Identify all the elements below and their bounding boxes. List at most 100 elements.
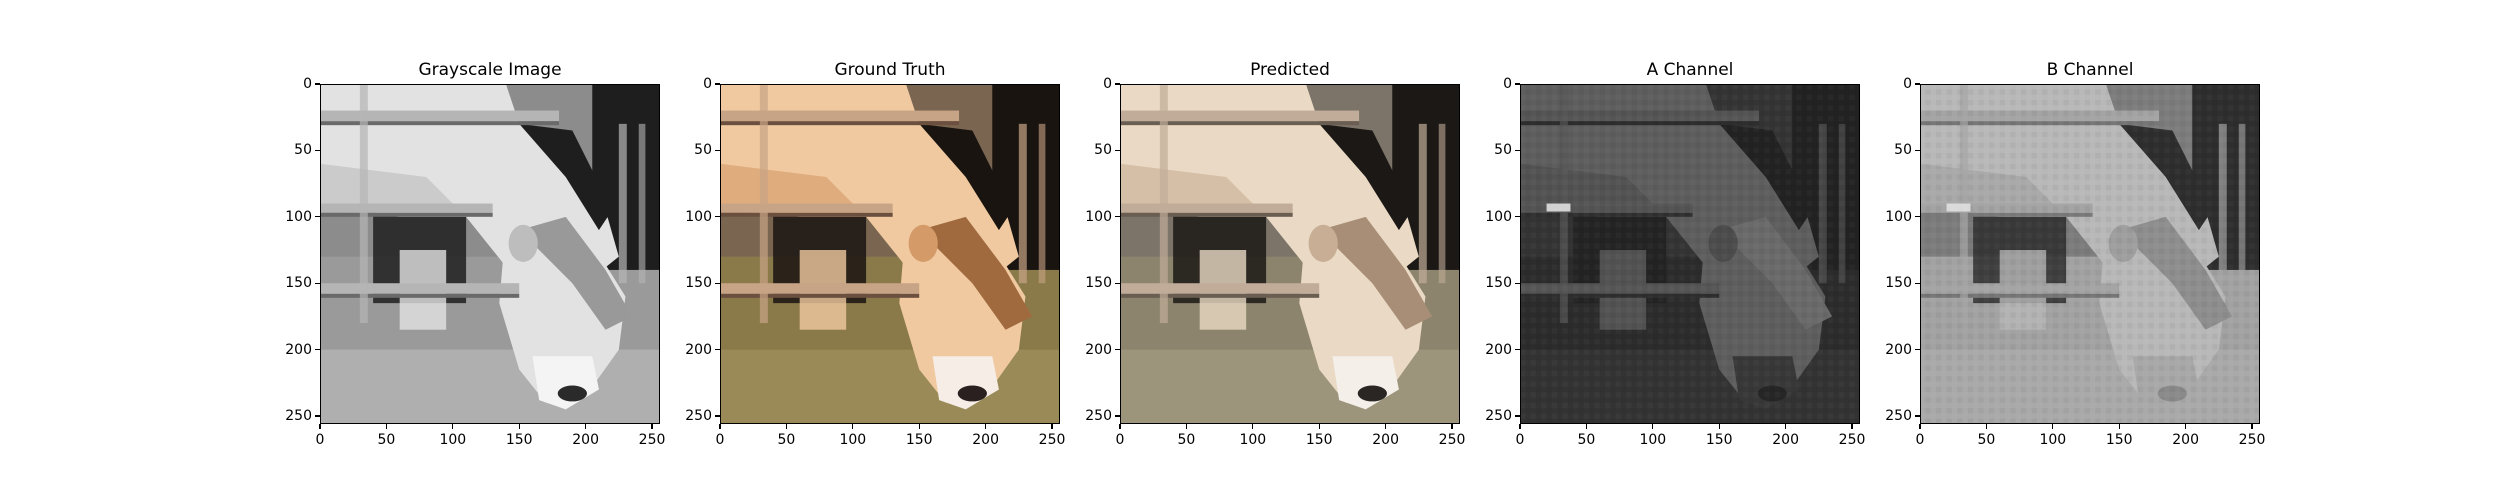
image-axes: 0 50 100 150 200 250 0 50 100 150 200 250 bbox=[685, 76, 1065, 448]
y-tick bbox=[1915, 83, 1920, 85]
x-tick bbox=[1252, 424, 1254, 429]
y-tick-label: 150 bbox=[685, 275, 712, 292]
x-tick bbox=[1185, 424, 1187, 429]
y-tick bbox=[1115, 349, 1120, 351]
image-content bbox=[1120, 84, 1460, 424]
y-tick-label: 50 bbox=[1094, 142, 1112, 159]
panel-title: B Channel bbox=[2046, 60, 2134, 80]
y-tick-label: 250 bbox=[285, 408, 312, 425]
panel-a: A Channel 0 50 100 150 200 250 0 50 100 150 200 250 bbox=[1485, 0, 1890, 500]
y-tick-label: 100 bbox=[1885, 208, 1912, 225]
y-tick bbox=[1915, 149, 1920, 151]
y-tick bbox=[1515, 349, 1520, 351]
x-tick bbox=[2251, 424, 2253, 429]
y-tick-label: 250 bbox=[1485, 408, 1512, 425]
x-tick bbox=[385, 424, 387, 429]
x-tick bbox=[852, 424, 854, 429]
x-tick-label: 50 bbox=[377, 432, 396, 448]
x-tick-label: 250 bbox=[1438, 432, 1466, 448]
y-tick bbox=[315, 216, 320, 218]
x-tick bbox=[785, 424, 787, 429]
y-tick-label: 50 bbox=[1494, 142, 1512, 159]
panel-truth: Ground Truth 0 50 100 150 200 250 0 50 100 150 200… bbox=[685, 0, 1090, 500]
image-content bbox=[1520, 84, 1860, 424]
panel-title: Ground Truth bbox=[834, 60, 946, 80]
y-tick-label: 50 bbox=[1894, 142, 1912, 159]
y-tick-label: 250 bbox=[1885, 408, 1912, 425]
panel-title: Grayscale Image bbox=[418, 60, 562, 80]
x-tick bbox=[719, 424, 721, 429]
y-tick bbox=[1515, 149, 1520, 151]
x-tick-label: 150 bbox=[2105, 432, 2133, 448]
x-tick bbox=[319, 424, 321, 429]
y-tick bbox=[1915, 216, 1920, 218]
x-tick bbox=[985, 424, 987, 429]
image-axes: 0 50 100 150 200 250 0 50 100 150 200 250 bbox=[1085, 76, 1465, 448]
x-tick-label: 150 bbox=[1705, 432, 1733, 448]
x-tick-label: 100 bbox=[1639, 432, 1667, 448]
x-tick-label: 50 bbox=[1577, 432, 1596, 448]
x-tick bbox=[2052, 424, 2054, 429]
y-tick bbox=[715, 83, 720, 85]
y-tick bbox=[315, 149, 320, 151]
x-tick bbox=[585, 424, 587, 429]
x-tick-label: 0 bbox=[715, 432, 725, 448]
y-tick-label: 150 bbox=[1885, 275, 1912, 292]
x-tick bbox=[1785, 424, 1787, 429]
x-tick bbox=[1519, 424, 1521, 429]
y-tick bbox=[1915, 415, 1920, 417]
x-tick bbox=[1385, 424, 1387, 429]
x-tick bbox=[918, 424, 920, 429]
x-tick-label: 150 bbox=[1305, 432, 1333, 448]
y-tick-label: 100 bbox=[1085, 208, 1112, 225]
y-tick bbox=[1515, 415, 1520, 417]
x-tick-label: 200 bbox=[1772, 432, 1799, 448]
y-tick-label: 100 bbox=[1485, 208, 1512, 225]
y-tick-label: 200 bbox=[685, 341, 712, 358]
y-tick bbox=[715, 282, 720, 284]
image-axes: 0 50 100 150 200 250 0 50 100 150 200 250 bbox=[1485, 76, 1865, 448]
y-tick-label: 200 bbox=[1485, 341, 1512, 358]
y-tick bbox=[1915, 282, 1920, 284]
image-axes: 0 50 100 150 200 250 0 50 100 150 200 250 bbox=[285, 76, 665, 448]
y-tick-label: 150 bbox=[1085, 275, 1112, 292]
y-tick bbox=[715, 149, 720, 151]
y-tick-label: 0 bbox=[1103, 76, 1112, 92]
y-tick bbox=[1915, 349, 1920, 351]
x-tick-label: 100 bbox=[839, 432, 867, 448]
y-tick bbox=[1515, 83, 1520, 85]
x-tick-label: 50 bbox=[1177, 432, 1196, 448]
x-tick bbox=[1718, 424, 1720, 429]
y-tick-label: 0 bbox=[703, 76, 712, 92]
y-tick-label: 50 bbox=[294, 142, 312, 159]
y-tick-label: 150 bbox=[1485, 275, 1512, 292]
x-tick-label: 150 bbox=[905, 432, 933, 448]
x-tick-label: 250 bbox=[1838, 432, 1866, 448]
x-tick-label: 250 bbox=[638, 432, 666, 448]
x-tick-label: 0 bbox=[1115, 432, 1125, 448]
x-tick bbox=[1919, 424, 1921, 429]
x-tick-label: 200 bbox=[572, 432, 599, 448]
image-axes: 0 50 100 150 200 250 0 50 100 150 200 250 bbox=[1885, 76, 2265, 448]
x-tick bbox=[518, 424, 520, 429]
x-tick-label: 200 bbox=[972, 432, 999, 448]
y-tick bbox=[1515, 282, 1520, 284]
x-tick-label: 250 bbox=[2238, 432, 2266, 448]
y-tick bbox=[1115, 216, 1120, 218]
panel-title: Predicted bbox=[1250, 60, 1330, 80]
y-tick-label: 0 bbox=[1503, 76, 1512, 92]
x-tick bbox=[1451, 424, 1453, 429]
x-tick-label: 250 bbox=[1038, 432, 1066, 448]
panel-title: A Channel bbox=[1646, 60, 1734, 80]
x-tick-label: 0 bbox=[315, 432, 325, 448]
y-tick-label: 100 bbox=[285, 208, 312, 225]
y-tick-label: 50 bbox=[694, 142, 712, 159]
x-tick-label: 200 bbox=[1372, 432, 1399, 448]
x-tick bbox=[1652, 424, 1654, 429]
y-tick bbox=[1115, 149, 1120, 151]
x-tick-label: 50 bbox=[1977, 432, 1996, 448]
x-tick bbox=[2118, 424, 2120, 429]
y-tick bbox=[715, 415, 720, 417]
y-tick-label: 150 bbox=[285, 275, 312, 292]
x-tick bbox=[1119, 424, 1121, 429]
